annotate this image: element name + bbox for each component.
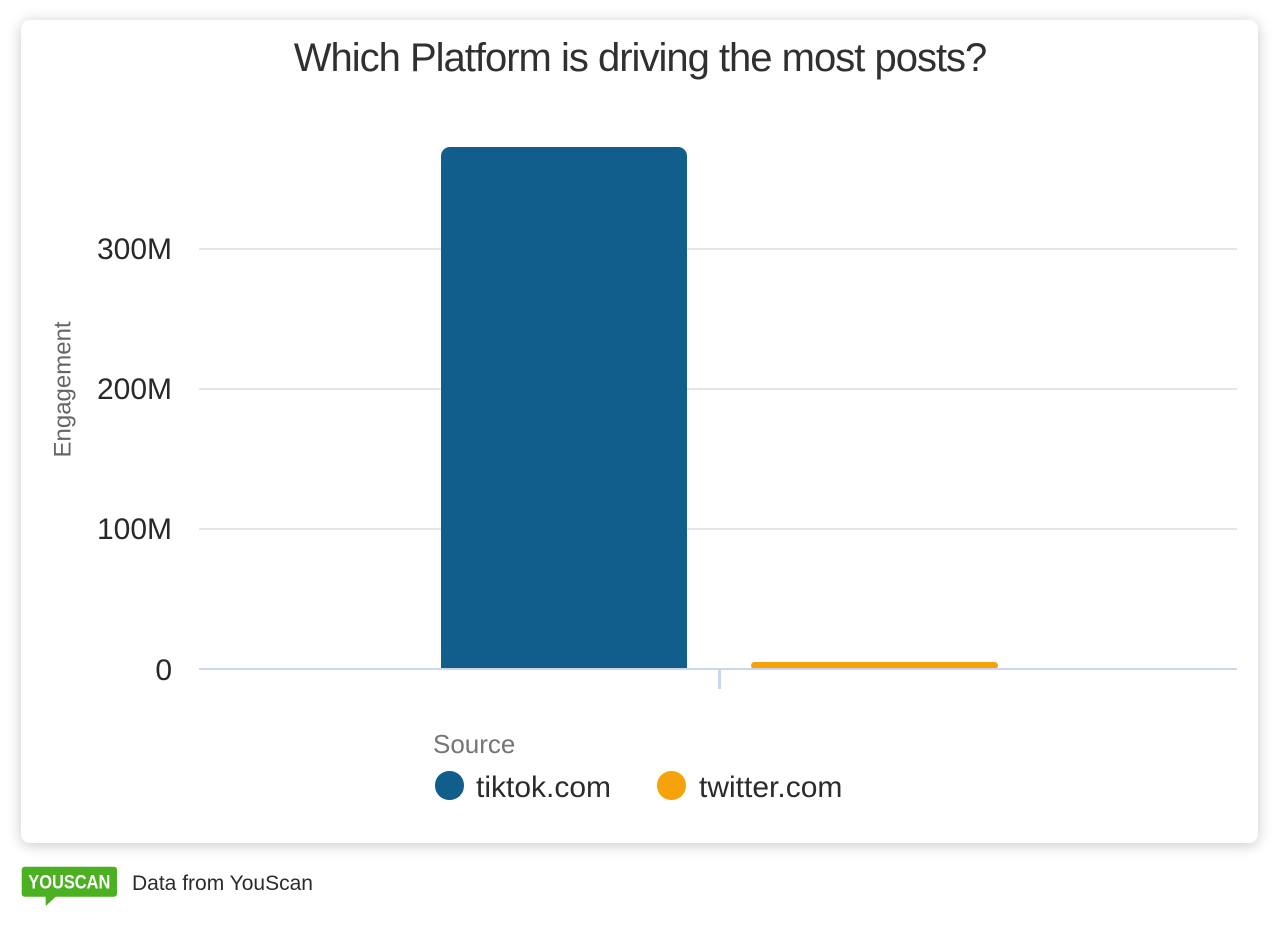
svg-text:YOUSCAN: YOUSCAN: [28, 871, 110, 893]
